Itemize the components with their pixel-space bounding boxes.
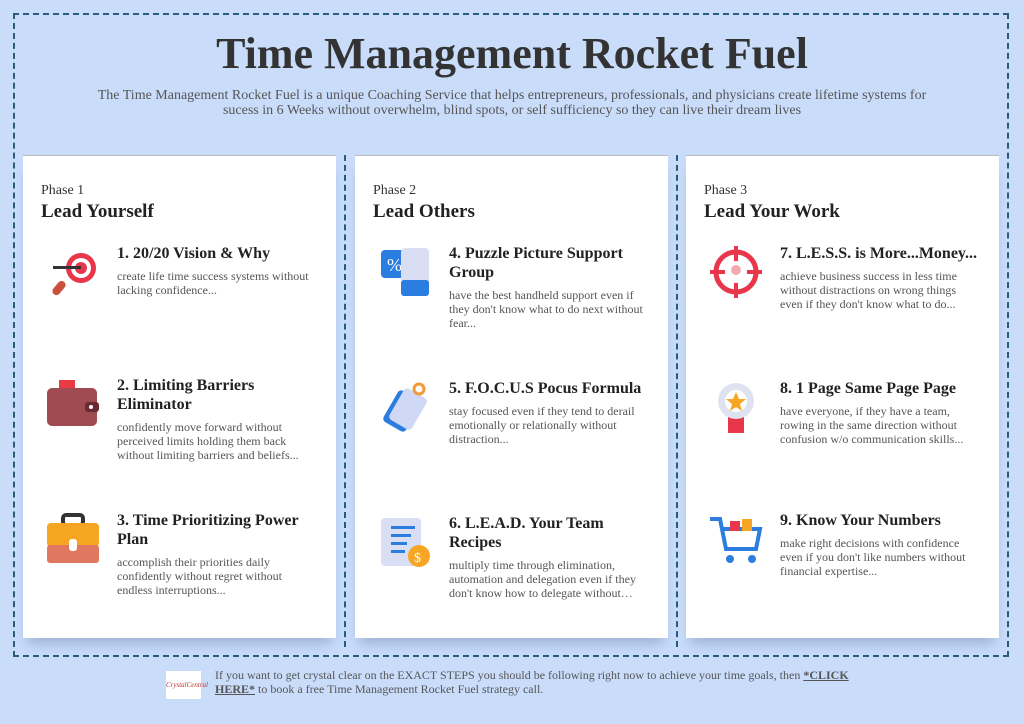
phase-label: Phase 2 [373, 183, 417, 198]
phase-label: Phase 3 [704, 183, 748, 198]
divider [344, 155, 346, 647]
item-title: 2. Limiting Barriers Eliminator [117, 377, 255, 413]
svg-text:$: $ [414, 551, 421, 566]
item-description: accomplish their priorities daily confid… [117, 555, 282, 597]
item-description: have everyone, if they have a team, rowi… [780, 404, 964, 446]
item-title: 7. L.E.S.S. is More...Money... [780, 245, 978, 262]
wallet-icon [47, 380, 99, 426]
shopping-cart-icon [710, 517, 763, 563]
item-title: 3. Time Prioritizing Power Plan [117, 512, 299, 548]
divider [676, 155, 678, 647]
briefcase-icon [47, 513, 99, 563]
item-description: create life time success systems without… [117, 269, 309, 297]
item-title: 6. L.E.A.D. Your Team Recipes [449, 515, 604, 551]
item-title: 8. 1 Page Same Page Page [780, 380, 956, 397]
logo: CrystalCentral [166, 671, 208, 699]
tag-icon [383, 382, 427, 432]
crosshair-icon [710, 246, 762, 298]
item-title: 9. Know Your Numbers [780, 512, 941, 529]
phase-title: Lead Your Work [704, 201, 840, 222]
discount-card-icon: % [381, 248, 429, 296]
item-title: 4. Puzzle Picture Support Group [449, 245, 623, 281]
item-description: stay focused even if they tend to derail… [449, 404, 635, 446]
page-title: Time Management Rocket Fuel [216, 29, 808, 78]
phase-card-1: Phase 1 Lead Yourself 1. 20/20 Vision & … [23, 155, 336, 638]
invoice-icon: $ [381, 518, 430, 567]
item-description: multiply time through elimination, autom… [449, 558, 636, 600]
phase-card-3: Phase 3 Lead Your Work 7. L.E.S.S. is Mo… [686, 155, 999, 638]
page-subtitle: The Time Management Rocket Fuel is a uni… [97, 88, 927, 118]
award-badge-icon [718, 383, 754, 433]
item-description: achieve business success in less time wi… [780, 269, 957, 311]
item-title: 1. 20/20 Vision & Why [117, 245, 271, 262]
content-frame [13, 13, 1009, 657]
item-description: have the best handheld support even if t… [449, 288, 643, 330]
item-description: make right decisions with confidence eve… [780, 536, 966, 578]
item-title: 5. F.O.C.U.S Pocus Formula [449, 380, 642, 397]
phase-title: Lead Yourself [41, 201, 154, 222]
phase-label: Phase 1 [41, 183, 85, 198]
phase-title: Lead Others [373, 201, 475, 222]
phase-card-2: Phase 2 Lead Others % 4. Puzzle Picture … [355, 155, 668, 638]
click-here-link[interactable]: *CLICK HERE* [215, 668, 849, 696]
svg-text:%: % [387, 255, 402, 275]
item-description: confidently move forward without perceiv… [117, 420, 299, 462]
footer-text: If you want to get crystal clear on the … [215, 668, 849, 696]
dart-target-icon [52, 253, 96, 296]
